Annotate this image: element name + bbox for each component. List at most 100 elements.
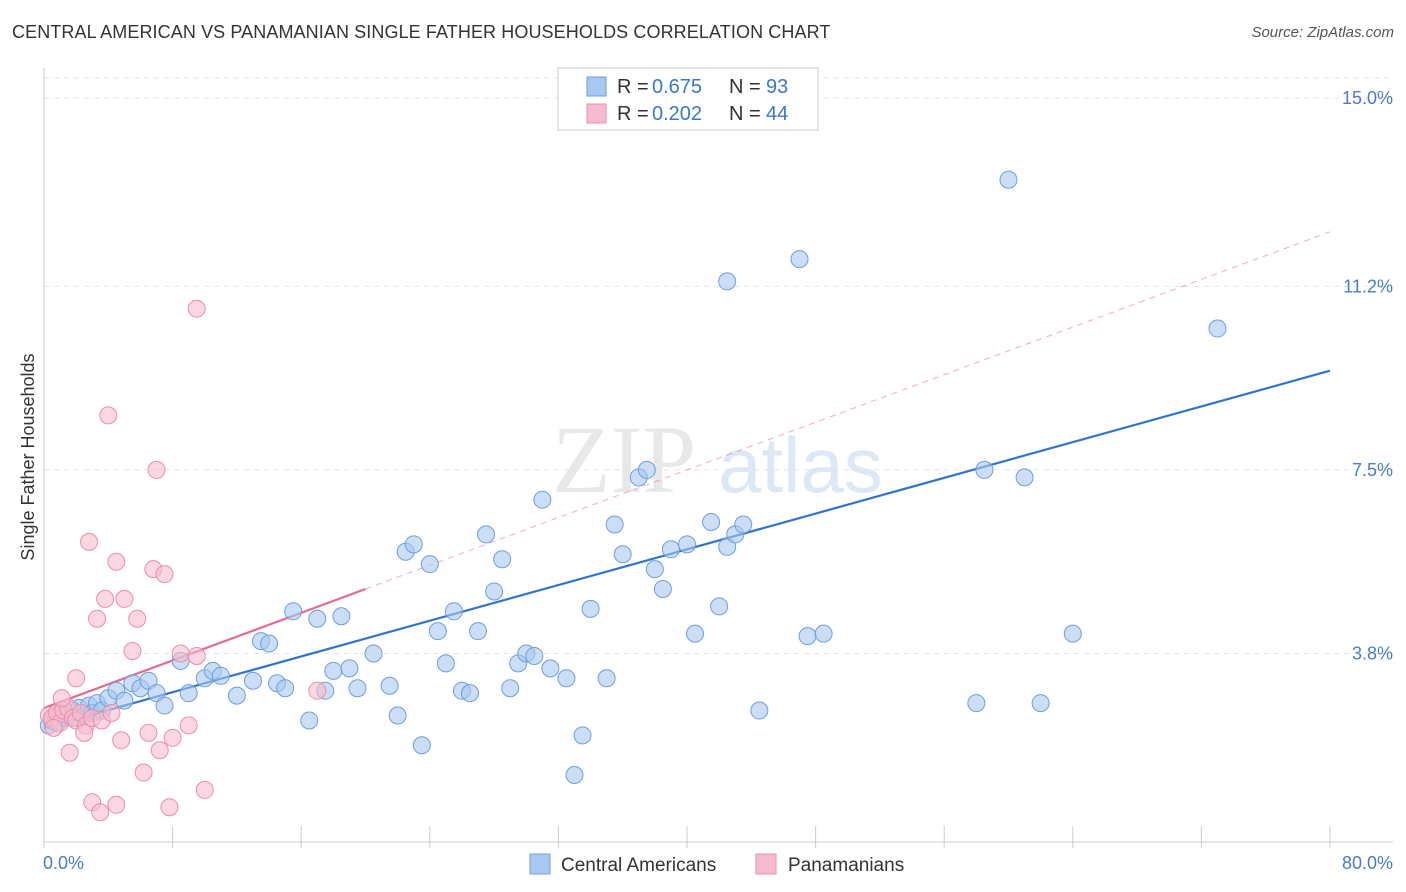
point-central-american-40 xyxy=(348,679,367,698)
point-panamanian-12 xyxy=(60,743,79,762)
legend-r-value-2: 0.202 xyxy=(652,103,702,125)
legend-r-label-2: R = xyxy=(617,103,649,125)
point-central-american-54 xyxy=(477,525,496,544)
point-central-american-88 xyxy=(790,250,809,269)
point-central-american-91 xyxy=(1015,468,1034,487)
point-central-american-42 xyxy=(380,676,399,695)
point-panamanian-38 xyxy=(195,780,214,799)
legend: R = 0.675 N = 93 R = 0.202 N = 44 xyxy=(557,67,819,131)
point-central-american-73 xyxy=(653,579,672,598)
point-central-american-27 xyxy=(227,686,246,705)
point-panamanian-10 xyxy=(44,718,63,737)
point-panamanian-20 xyxy=(99,406,118,425)
point-central-american-85 xyxy=(1208,319,1227,338)
point-central-american-48 xyxy=(428,622,447,641)
point-panamanian-11 xyxy=(52,689,71,708)
point-panamanian-23 xyxy=(112,731,131,750)
watermark-zip: ZIP xyxy=(552,406,696,513)
point-central-american-28 xyxy=(243,671,262,690)
point-panamanian-17 xyxy=(88,609,107,628)
point-panamanian-27 xyxy=(134,763,153,782)
point-central-american-33 xyxy=(284,602,303,621)
bottom-legend-swatch-pink xyxy=(755,853,777,875)
point-central-american-82 xyxy=(750,701,769,720)
watermark-atlas: atlas xyxy=(718,421,883,509)
point-central-american-60 xyxy=(525,646,544,665)
gridlines xyxy=(44,77,1393,654)
y-tick-label-1: 7.5% xyxy=(1352,460,1393,480)
chart-source: Source: ZipAtlas.com xyxy=(1251,24,1394,41)
bottom-legend: Central Americans Panamanians xyxy=(529,853,904,876)
trend-line-panamanians xyxy=(43,587,366,710)
legend-n-label-2: N = xyxy=(729,103,761,125)
legend-n-value-2: 44 xyxy=(766,103,788,125)
point-panamanian-13 xyxy=(67,669,86,688)
point-central-american-35 xyxy=(308,609,327,628)
point-central-american-55 xyxy=(485,582,504,601)
point-central-american-81 xyxy=(734,515,753,534)
point-panamanian-15 xyxy=(80,532,99,551)
y-axis-label: Single Father Households xyxy=(18,353,38,560)
point-central-american-23 xyxy=(179,684,198,703)
bottom-legend-swatch-blue xyxy=(529,853,551,875)
legend-n-label-1: N = xyxy=(729,76,761,98)
point-central-american-65 xyxy=(573,726,592,745)
y-tick-labels: 3.8% 7.5% 11.2% 15.0% xyxy=(1342,88,1393,664)
point-central-american-90 xyxy=(999,170,1018,189)
point-central-american-77 xyxy=(702,513,721,532)
legend-swatch-blue xyxy=(586,76,607,97)
y-tick-label-2: 11.2% xyxy=(1343,276,1393,296)
point-panamanian-31 xyxy=(150,741,169,760)
point-central-american-50 xyxy=(444,602,463,621)
legend-r-value-1: 0.675 xyxy=(652,76,702,98)
legend-r-label-1: R = xyxy=(617,76,649,98)
y-tick-label-0: 3.8% xyxy=(1352,643,1393,663)
point-central-american-69 xyxy=(613,545,632,564)
point-central-american-16 xyxy=(115,691,134,710)
data-points xyxy=(39,170,1227,822)
point-central-american-72 xyxy=(645,560,664,579)
point-panamanian-24 xyxy=(115,589,134,608)
point-central-american-49 xyxy=(436,654,455,673)
point-central-american-43 xyxy=(388,706,407,725)
point-central-american-53 xyxy=(469,622,488,641)
point-central-american-68 xyxy=(605,515,624,534)
point-panamanian-26 xyxy=(128,609,147,628)
point-central-american-74 xyxy=(661,540,680,559)
point-central-american-47 xyxy=(420,555,439,574)
point-central-american-46 xyxy=(412,736,431,755)
point-central-american-63 xyxy=(557,669,576,688)
legend-swatch-pink xyxy=(586,103,607,124)
point-central-american-66 xyxy=(581,599,600,618)
point-panamanian-35 xyxy=(171,644,190,663)
y-tick-label-3: 15.0% xyxy=(1342,88,1393,108)
point-central-american-83 xyxy=(798,627,817,646)
point-panamanian-33 xyxy=(160,798,179,817)
point-central-american-45 xyxy=(404,535,423,554)
point-panamanian-36 xyxy=(179,716,198,735)
point-central-american-71 xyxy=(637,460,656,479)
point-panamanian-19 xyxy=(96,589,115,608)
point-panamanian-21 xyxy=(102,704,121,723)
point-central-american-67 xyxy=(597,669,616,688)
x-tick-max: 80.0% xyxy=(1342,853,1393,873)
point-central-american-52 xyxy=(460,684,479,703)
point-central-american-39 xyxy=(340,659,359,678)
point-panamanian-32 xyxy=(155,565,174,584)
legend-n-value-1: 93 xyxy=(766,76,788,98)
point-central-american-56 xyxy=(493,550,512,569)
point-central-american-37 xyxy=(324,661,343,680)
point-central-american-26 xyxy=(211,666,230,685)
point-panamanian-40 xyxy=(91,803,110,822)
point-panamanian-14 xyxy=(75,723,94,742)
point-central-american-93 xyxy=(1063,624,1082,643)
point-central-american-87 xyxy=(718,272,737,291)
bottom-legend-label-panamanian: Panamanians xyxy=(788,855,904,876)
point-central-american-32 xyxy=(276,679,295,698)
point-panamanian-41 xyxy=(107,795,126,814)
point-central-american-75 xyxy=(678,535,696,554)
point-central-american-21 xyxy=(155,696,174,715)
point-central-american-89 xyxy=(975,460,994,479)
point-panamanian-43 xyxy=(187,646,206,665)
